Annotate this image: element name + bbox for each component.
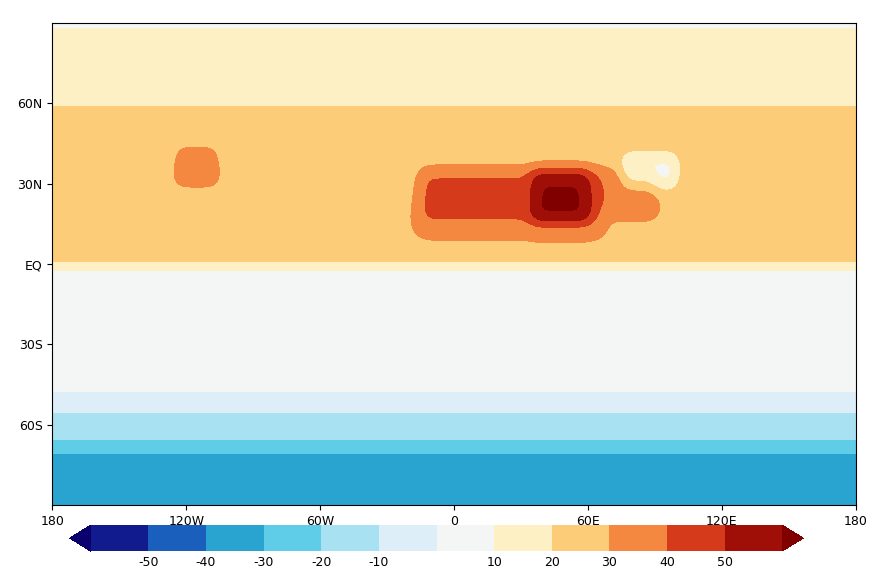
PathPatch shape xyxy=(782,525,803,551)
PathPatch shape xyxy=(70,525,91,551)
